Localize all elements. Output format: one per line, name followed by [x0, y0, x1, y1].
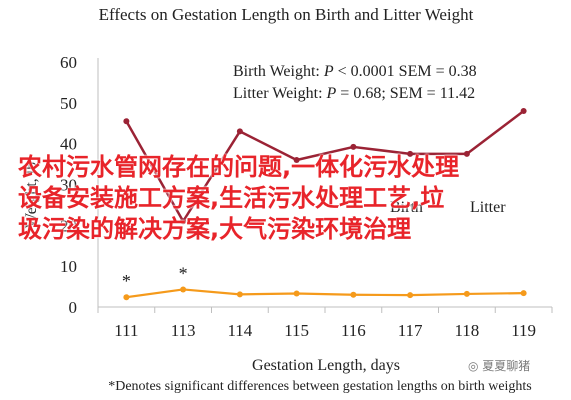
- data-point-birth: [293, 290, 300, 297]
- footnote: *Denotes significant differences between…: [108, 379, 532, 394]
- data-point-litter: [520, 108, 527, 114]
- x-tick-label: 119: [511, 321, 536, 340]
- x-axis-label: Gestation Length, days: [252, 357, 400, 374]
- significance-marker: *: [122, 271, 131, 291]
- y-tick-label: 30: [60, 176, 77, 195]
- series-line-litter: [125, 110, 525, 223]
- data-point-birth: [236, 291, 243, 298]
- data-point-litter: [350, 143, 357, 150]
- x-tick-label: 116: [341, 321, 366, 340]
- data-point-birth: [180, 286, 187, 293]
- data-point-litter: [180, 218, 187, 225]
- data-point-birth: [463, 290, 470, 297]
- data-point-birth: [407, 292, 414, 299]
- y-tick-label: 20: [60, 216, 77, 235]
- y-tick-label: 50: [60, 94, 77, 113]
- overlay-line-3: 圾污染的解决方案,大气污染环境治理: [18, 215, 412, 243]
- x-tick-label: 115: [284, 321, 309, 340]
- y-axis: 0 10 20 30 40 50 60: [60, 53, 99, 317]
- legend-litter: Litter: [470, 199, 506, 216]
- overlay-text: 农村污水管网存在的问题,一体化污水处理 设备安装施工方案,生活污水处理工艺,垃 …: [18, 152, 563, 245]
- data-point-birth: [350, 291, 357, 298]
- data-point-litter: [123, 118, 130, 125]
- x-tick-label: 114: [227, 321, 252, 340]
- data-point-litter: [236, 128, 243, 135]
- chart-title: Effects on Gestation Length on Birth and…: [99, 5, 474, 24]
- x-tick-label: 111: [114, 321, 138, 340]
- watermark: ◎ 夏夏聊猪: [468, 359, 531, 373]
- data-point-litter: [407, 150, 414, 157]
- y-axis-label: Weight, lb: [23, 162, 40, 228]
- significance-markers: * *: [122, 263, 188, 291]
- overlay-line-1: 农村污水管网存在的问题,一体化污水处理: [18, 153, 460, 181]
- y-tick-label: 0: [69, 298, 78, 317]
- data-point-litter: [293, 157, 300, 163]
- x-tick-label: 117: [398, 321, 423, 340]
- stats-birth: Birth Weight: P < 0.0001 SEM = 0.38: [233, 63, 477, 80]
- legend-birth: Birth: [390, 199, 423, 216]
- x-tick-label: 118: [454, 321, 479, 340]
- x-tick-label: 113: [171, 321, 196, 340]
- data-point-birth: [123, 294, 130, 301]
- series-layer: [123, 108, 527, 301]
- x-axis: 111 113 114 115 116 117 118 119: [97, 306, 553, 340]
- data-point-litter: [463, 150, 470, 157]
- significance-marker: *: [179, 263, 188, 283]
- legend: Birth Litter: [390, 199, 506, 216]
- y-tick-label: 40: [60, 135, 77, 154]
- series-line-birth: [126, 288, 524, 299]
- data-point-birth: [520, 290, 527, 297]
- y-tick-label: 10: [60, 257, 77, 276]
- overlay-line-2: 设备安装施工方案,生活污水处理工艺,垃: [18, 184, 445, 212]
- stats-litter: Litter Weight: P = 0.68; SEM = 11.42: [233, 85, 475, 102]
- y-tick-label: 60: [60, 53, 77, 72]
